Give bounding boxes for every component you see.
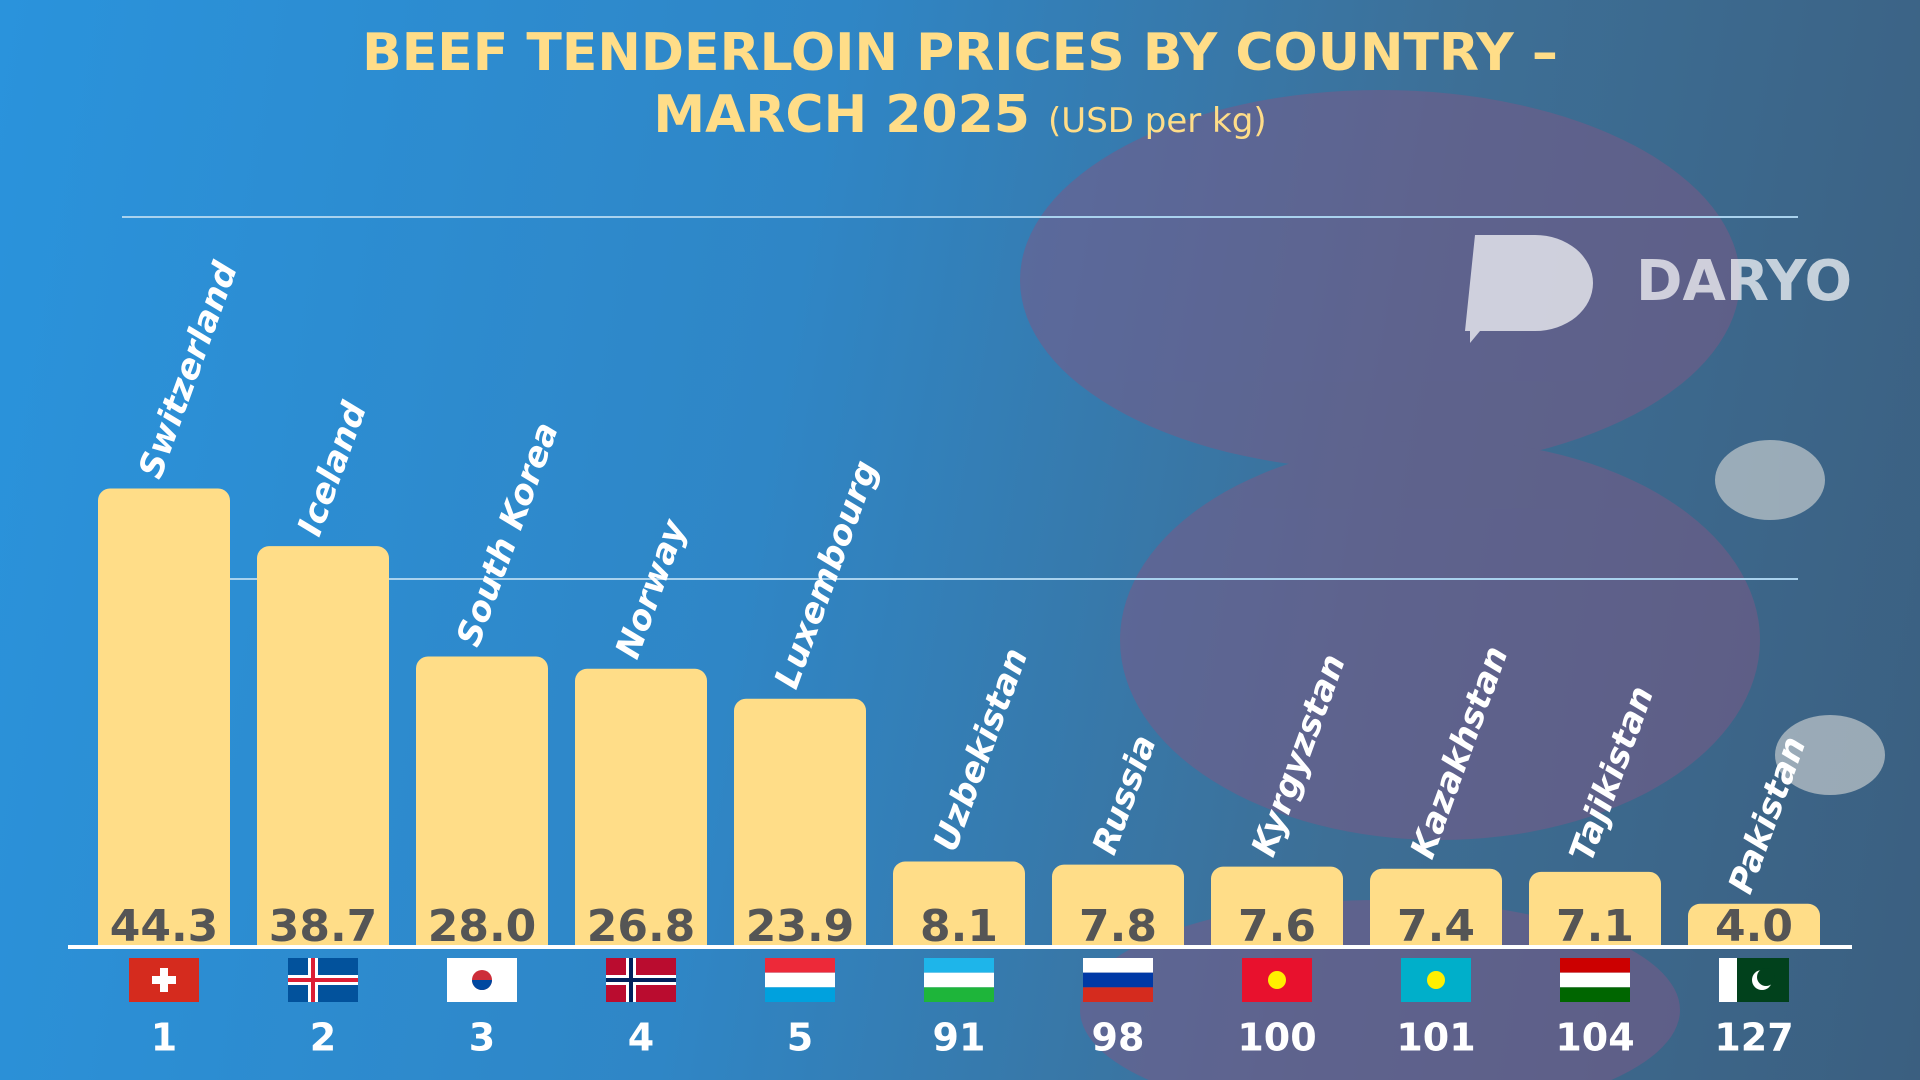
flag-stripe <box>1719 958 1737 1002</box>
chart-subtitle: (USD per kg) <box>1048 101 1267 141</box>
value-label: 7.1 <box>1556 901 1634 952</box>
flag <box>1401 958 1471 1002</box>
rank-label: 4 <box>628 1016 654 1060</box>
value-label: 7.8 <box>1079 901 1157 952</box>
value-label: 26.8 <box>587 901 696 952</box>
flag <box>129 958 199 1002</box>
rank-label: 104 <box>1555 1016 1634 1060</box>
flag <box>1719 958 1789 1002</box>
bar <box>257 546 389 945</box>
bar <box>1211 866 1343 945</box>
flag-stripe <box>1560 958 1630 973</box>
flag <box>924 958 994 1002</box>
value-label: 7.4 <box>1397 901 1475 952</box>
category-label: Iceland <box>290 396 375 541</box>
rank-label: 3 <box>469 1016 495 1060</box>
rank-label: 98 <box>1092 1016 1145 1060</box>
value-label: 28.0 <box>428 901 537 952</box>
flag-stripe <box>1560 987 1630 1002</box>
bar <box>1529 871 1661 945</box>
flag-stripe <box>765 972 835 988</box>
category-label: Luxembourg <box>767 455 886 694</box>
flag <box>1560 958 1630 1002</box>
flag <box>1083 958 1153 1002</box>
flag-stripe <box>924 958 994 973</box>
flag-emblem <box>472 980 492 990</box>
rank-label: 5 <box>787 1016 813 1060</box>
flag <box>1242 958 1312 1002</box>
flag-cross <box>606 978 676 982</box>
bar <box>1688 903 1820 945</box>
rank-label: 127 <box>1714 1016 1793 1060</box>
rank-label: 1 <box>151 1016 177 1060</box>
flag-stripe <box>1083 987 1153 1002</box>
chart-title: BEEF TENDERLOIN PRICES BY COUNTRY – MARC… <box>362 23 1558 145</box>
flag-emblem <box>1268 971 1286 989</box>
flag <box>447 958 517 1002</box>
rank-label: 2 <box>310 1016 336 1060</box>
flag-stripe <box>765 958 835 973</box>
bar <box>1052 864 1184 945</box>
flag-stripe <box>1083 972 1153 988</box>
flag <box>765 958 835 1002</box>
background-meat <box>1020 90 1885 1080</box>
flag-stripe <box>765 987 835 1002</box>
value-label: 38.7 <box>269 901 378 952</box>
flag-stripe <box>1560 972 1630 988</box>
bar <box>1370 868 1502 945</box>
category-label: South Korea <box>449 417 567 651</box>
bar <box>416 656 548 945</box>
flag-emblem <box>1757 968 1775 986</box>
title-block: BEEF TENDERLOIN PRICES BY COUNTRY – MARC… <box>290 22 1630 152</box>
flag-stripe <box>924 987 994 1002</box>
value-label: 44.3 <box>110 901 219 952</box>
brand: DARYO <box>1636 249 1852 314</box>
rank-label: 100 <box>1237 1016 1316 1060</box>
flag-stripe <box>924 972 994 988</box>
flag-emblem <box>1427 971 1445 989</box>
flag-cross <box>288 978 358 982</box>
value-label: 23.9 <box>746 901 855 952</box>
bar <box>575 668 707 945</box>
flag-stripe <box>1083 958 1153 973</box>
category-label: Switzerland <box>131 256 246 483</box>
bar <box>734 698 866 945</box>
category-label: Uzbekistan <box>926 643 1036 857</box>
value-label: 8.1 <box>920 901 998 952</box>
rank-label: 101 <box>1396 1016 1475 1060</box>
value-label: 4.0 <box>1715 901 1793 952</box>
bar <box>893 861 1025 945</box>
bar <box>98 488 230 945</box>
category-label: Russia <box>1085 730 1165 860</box>
flag <box>606 958 676 1002</box>
rank-label: 91 <box>933 1016 986 1060</box>
flag-cross <box>152 976 176 984</box>
flag <box>288 958 358 1002</box>
category-label: Norway <box>608 513 695 664</box>
value-label: 7.6 <box>1238 901 1316 952</box>
category-label: Pakistan <box>1721 731 1815 898</box>
logo: DARYO <box>1465 235 1852 343</box>
